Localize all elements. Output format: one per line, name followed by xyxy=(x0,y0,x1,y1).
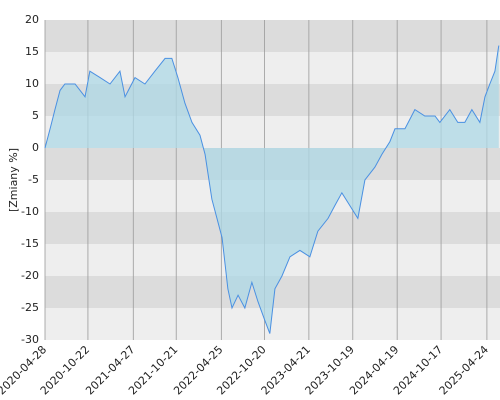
x-tick-label: 2025-04-24 xyxy=(437,343,491,397)
y-tick-label: -30 xyxy=(21,333,39,346)
y-axis-label: [Zmiany %] xyxy=(7,148,20,212)
y-tick-label: 20 xyxy=(25,13,39,26)
grid-band xyxy=(45,20,500,52)
y-tick-label: 0 xyxy=(32,141,39,154)
y-tick-label: -20 xyxy=(21,269,39,282)
y-tick-label: 10 xyxy=(25,77,39,90)
area xyxy=(45,45,499,334)
line xyxy=(44,45,500,334)
y-tick-label: 5 xyxy=(32,109,39,122)
y-tick-label: -15 xyxy=(21,237,39,250)
y-tick-label: 15 xyxy=(25,45,39,58)
y-tick-label: -10 xyxy=(21,205,39,218)
y-tick-label: -25 xyxy=(21,301,39,314)
y-tick-label: -5 xyxy=(28,173,39,186)
